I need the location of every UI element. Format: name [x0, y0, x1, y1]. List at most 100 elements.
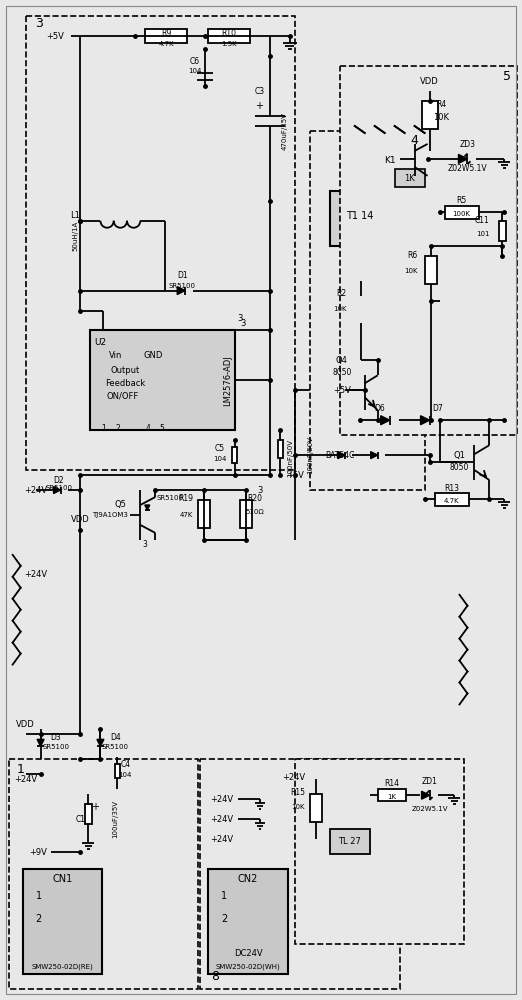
Text: C5: C5 — [215, 444, 225, 453]
Text: 5: 5 — [160, 424, 165, 433]
Text: +24V: +24V — [24, 486, 47, 495]
Text: SR5100: SR5100 — [45, 485, 72, 491]
Bar — [145, 29, 187, 43]
Bar — [424, 256, 436, 284]
Bar — [355, 296, 367, 323]
Text: 10K: 10K — [291, 804, 305, 810]
Text: 104: 104 — [118, 772, 132, 778]
Text: R15: R15 — [290, 788, 305, 797]
Text: VDD: VDD — [71, 515, 90, 524]
Text: Vin: Vin — [109, 351, 122, 360]
Text: +24V: +24V — [24, 570, 47, 579]
Bar — [340, 66, 517, 435]
Text: C6: C6 — [190, 57, 200, 66]
Text: SR5100: SR5100 — [169, 283, 196, 289]
Text: Feedback: Feedback — [105, 379, 146, 388]
Text: T1 14: T1 14 — [346, 211, 373, 221]
Text: 4.7K: 4.7K — [159, 41, 174, 47]
Bar — [500, 221, 506, 241]
Text: 10K: 10K — [404, 268, 418, 274]
Bar — [395, 169, 424, 187]
Text: R2: R2 — [337, 289, 347, 298]
Text: 4: 4 — [146, 424, 151, 433]
Text: Q5: Q5 — [114, 500, 126, 509]
Bar — [208, 869, 288, 974]
Text: +: + — [91, 802, 100, 812]
Text: 104: 104 — [213, 456, 227, 462]
Text: VDD: VDD — [420, 77, 439, 86]
Text: 50uH/1A: 50uH/1A — [73, 221, 78, 251]
Text: +5V: +5V — [333, 386, 351, 395]
Text: 470uF/35V: 470uF/35V — [282, 112, 288, 150]
Polygon shape — [338, 452, 345, 459]
Text: +5V: +5V — [286, 471, 304, 480]
Polygon shape — [54, 487, 61, 494]
Text: VDD: VDD — [16, 720, 35, 729]
Text: +24V: +24V — [14, 775, 37, 784]
Text: Output: Output — [111, 366, 140, 375]
Text: 8050: 8050 — [450, 463, 469, 472]
Text: LM2576-ADJ: LM2576-ADJ — [223, 355, 233, 406]
Text: DC24V: DC24V — [234, 949, 263, 958]
Bar — [240, 500, 252, 528]
Text: ZD1: ZD1 — [422, 777, 437, 786]
Bar — [278, 440, 283, 458]
Bar — [26, 16, 295, 470]
Text: +9V: +9V — [30, 848, 48, 857]
Text: 2: 2 — [35, 914, 42, 924]
Text: Z02W5.1V: Z02W5.1V — [448, 164, 487, 173]
Text: 3: 3 — [143, 540, 148, 549]
Text: R4: R4 — [436, 100, 447, 109]
Text: 5: 5 — [503, 70, 512, 83]
Text: +24V: +24V — [282, 773, 305, 782]
Text: 1K: 1K — [404, 174, 415, 183]
Text: 1: 1 — [17, 763, 25, 776]
Text: 1.5K: 1.5K — [221, 41, 237, 47]
Text: R14: R14 — [384, 779, 399, 788]
Text: L1: L1 — [70, 211, 80, 220]
Bar — [198, 500, 210, 528]
Text: SMW250-02D(WH): SMW250-02D(WH) — [216, 964, 280, 970]
Bar — [115, 764, 121, 778]
Polygon shape — [177, 287, 185, 295]
Text: U2: U2 — [94, 338, 106, 347]
Text: 1K: 1K — [387, 794, 396, 800]
Bar — [378, 789, 406, 801]
Text: D4: D4 — [110, 733, 121, 742]
Bar — [90, 330, 235, 430]
Text: 1: 1 — [101, 424, 106, 433]
Text: +5V: +5V — [46, 32, 65, 41]
Text: 47K: 47K — [180, 512, 193, 518]
Text: 100uF/35V: 100uF/35V — [112, 800, 118, 838]
Text: 8: 8 — [211, 970, 219, 983]
Text: Q1: Q1 — [454, 451, 466, 460]
Text: 10K: 10K — [433, 113, 449, 122]
Polygon shape — [421, 416, 430, 425]
Bar — [445, 206, 479, 219]
Text: R10: R10 — [221, 29, 236, 38]
Text: R19: R19 — [178, 494, 193, 503]
Text: GND: GND — [144, 351, 163, 360]
Polygon shape — [458, 154, 467, 163]
Polygon shape — [422, 791, 430, 799]
Text: D2: D2 — [53, 476, 64, 485]
Bar — [310, 131, 424, 490]
Text: +24V: +24V — [210, 815, 234, 824]
Text: R13: R13 — [444, 484, 459, 493]
Text: SR5100: SR5100 — [42, 744, 69, 750]
Text: 4.7K: 4.7K — [444, 498, 459, 504]
Bar — [330, 829, 370, 854]
Text: TL 27: TL 27 — [338, 837, 361, 846]
Text: R9: R9 — [161, 29, 171, 38]
Polygon shape — [97, 739, 104, 746]
Text: 1: 1 — [35, 891, 42, 901]
Bar — [232, 447, 237, 463]
Text: SR5100: SR5100 — [157, 495, 184, 501]
Text: 510Ω: 510Ω — [246, 509, 264, 515]
Text: +24V: +24V — [210, 835, 234, 844]
Text: ON/OFF: ON/OFF — [106, 392, 138, 401]
Text: BAT54C: BAT54C — [325, 451, 354, 460]
Polygon shape — [371, 452, 378, 459]
Polygon shape — [37, 739, 44, 746]
Polygon shape — [145, 505, 150, 510]
